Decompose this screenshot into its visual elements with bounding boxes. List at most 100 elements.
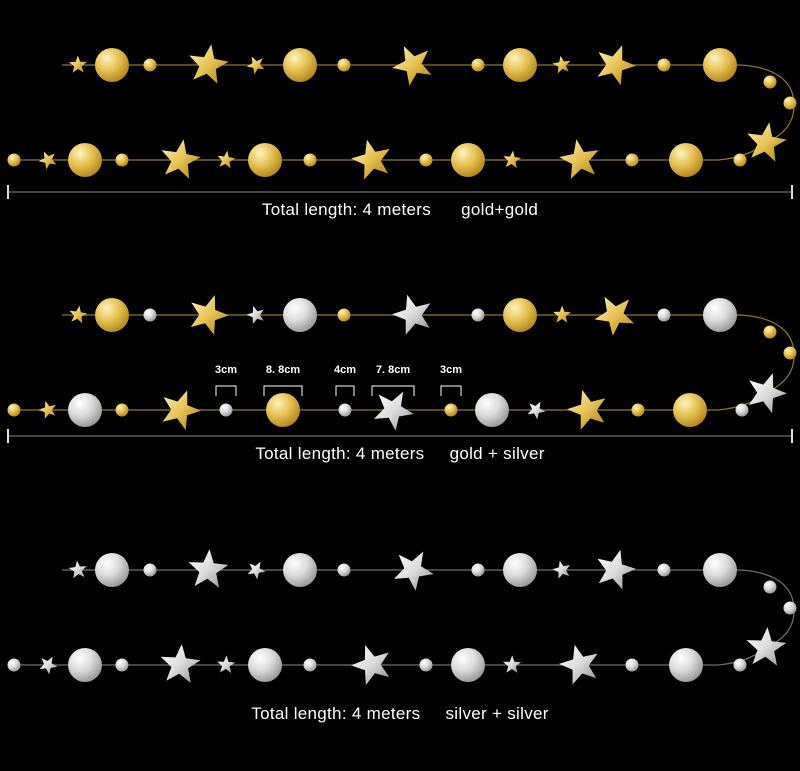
- garland-circle: [783, 601, 797, 615]
- garland-star: [527, 401, 546, 420]
- garland-circle: [95, 48, 129, 82]
- garland-circle: [625, 153, 639, 167]
- garland-star: [68, 55, 87, 73]
- garland-circle: [68, 143, 102, 177]
- measurement-bracket: [440, 385, 462, 396]
- garland-circle: [303, 658, 317, 672]
- garland-circle: [419, 658, 433, 672]
- garland-circle: [337, 58, 351, 72]
- measurement-bracket: [335, 385, 355, 396]
- garland-circle: [115, 403, 129, 417]
- garland-circle: [283, 553, 317, 587]
- garland-star: [503, 655, 522, 673]
- garland-circle: [669, 143, 703, 177]
- garland-star: [351, 139, 390, 180]
- garland-circle: [143, 308, 157, 322]
- garland-circle: [219, 403, 233, 417]
- measurement-bracket: [263, 385, 303, 396]
- garland-circle: [451, 648, 485, 682]
- garland-star: [246, 56, 265, 75]
- garland-section-gold-gold: [7, 44, 797, 199]
- measurement-label-large-circle: 8. 8cm: [265, 364, 301, 376]
- garland-star: [246, 305, 264, 324]
- garland-circle: [337, 563, 351, 577]
- garland-circle: [115, 658, 129, 672]
- measurement-label-small-star: 4cm: [333, 364, 357, 376]
- garland-star: [69, 305, 88, 324]
- garland-circle: [248, 143, 282, 177]
- measurement-bracket: [371, 385, 415, 396]
- garland-circle: [451, 143, 485, 177]
- garland-circle: [703, 48, 737, 82]
- garland-circle: [471, 308, 485, 322]
- garland-star: [559, 644, 598, 685]
- garland-star: [559, 139, 599, 179]
- garland-circle: [266, 393, 300, 427]
- garland-star: [567, 389, 606, 430]
- measurement-label-small-circle-1: 3cm: [214, 364, 238, 376]
- measurement-label-small-circle-2: 3cm: [439, 364, 463, 376]
- garland-circle: [503, 48, 537, 82]
- garland-circle: [68, 393, 102, 427]
- garland-circle: [733, 153, 747, 167]
- garland-circle: [783, 96, 797, 110]
- garland-circle: [95, 553, 129, 587]
- garland-star: [38, 151, 57, 170]
- garland-star: [162, 390, 201, 431]
- garland-star: [748, 373, 787, 414]
- garland-star: [503, 150, 522, 169]
- garland-star: [392, 294, 431, 335]
- garland-circle: [763, 580, 777, 594]
- garland-star: [553, 305, 572, 323]
- caption-gold-silver: Total length: 4 meters gold + silver: [255, 444, 545, 463]
- garland-circle: [338, 403, 352, 417]
- garland-circle: [763, 75, 777, 89]
- garland-circle: [419, 153, 433, 167]
- garland-star: [190, 295, 229, 336]
- garland-circle: [475, 393, 509, 427]
- garland-circle: [68, 648, 102, 682]
- garland-circle: [143, 58, 157, 72]
- garland-circle: [115, 153, 129, 167]
- garland-star: [594, 296, 635, 336]
- garland-circle: [703, 553, 737, 587]
- garland-circle: [673, 393, 707, 427]
- garland-circle: [657, 308, 671, 322]
- garland-star: [351, 645, 390, 686]
- garland-circle: [7, 153, 21, 167]
- garland-circle: [503, 553, 537, 587]
- garland-circle: [7, 403, 21, 417]
- garland-star: [552, 55, 571, 74]
- garland-circle: [735, 403, 749, 417]
- garland-star: [747, 122, 787, 162]
- measurement-bracket: [215, 385, 237, 396]
- garland-circle: [143, 563, 157, 577]
- garland-star: [597, 45, 636, 86]
- garland-circle: [625, 658, 639, 672]
- garland-circle: [95, 298, 129, 332]
- garland-circle: [248, 648, 282, 682]
- caption-gold-gold: Total length: 4 meters gold+gold: [261, 200, 539, 219]
- garland-star: [188, 549, 229, 588]
- garland-section-silver-silver: [7, 549, 797, 686]
- garland-star: [597, 549, 636, 590]
- garland-circle: [471, 58, 485, 72]
- garland-star: [38, 400, 56, 419]
- garland-star: [247, 561, 266, 580]
- garland-star: [68, 560, 87, 579]
- garland-circle: [669, 648, 703, 682]
- garland-circle: [283, 48, 317, 82]
- garland-circle: [503, 298, 537, 332]
- garland-circle: [471, 563, 485, 577]
- garland-circle: [7, 658, 21, 672]
- garland-star: [39, 656, 58, 675]
- garland-star: [746, 627, 787, 666]
- garland-star: [161, 139, 201, 179]
- garland-string: [12, 314, 795, 411]
- garland-star: [552, 560, 571, 579]
- garland-star: [217, 150, 236, 169]
- garland-star: [189, 44, 229, 84]
- garland-circle: [631, 403, 645, 417]
